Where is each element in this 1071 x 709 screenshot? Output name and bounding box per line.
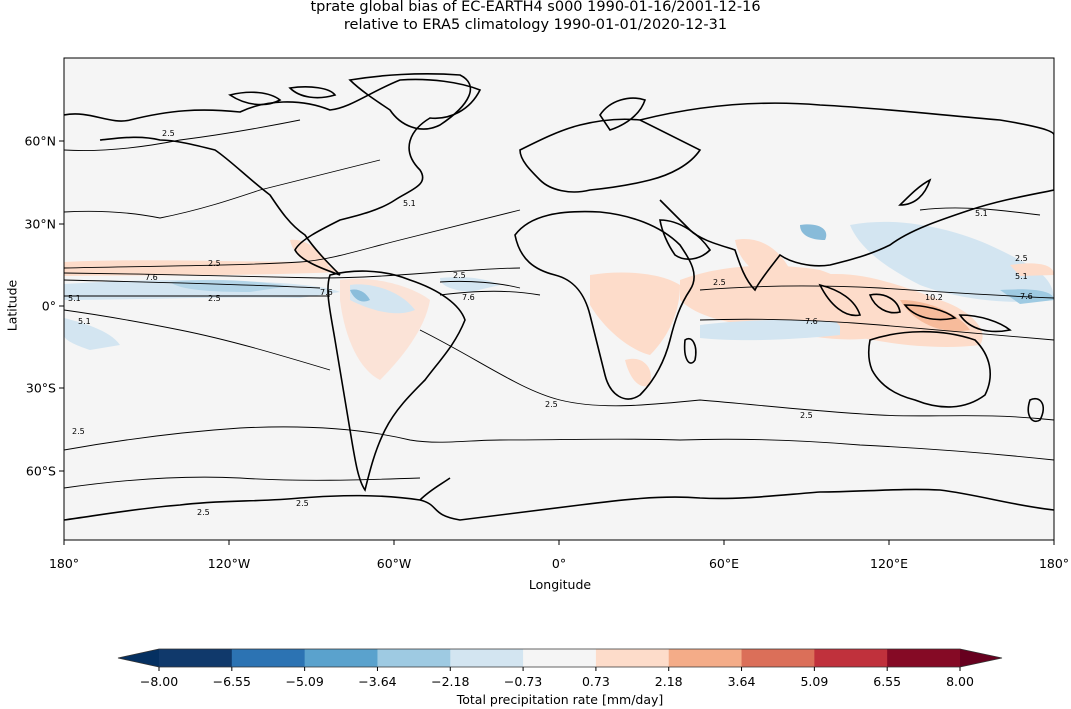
colorbar-segment [377,649,451,667]
colorbar-segment [595,649,670,667]
axis-ticks [59,140,1055,545]
contour-label: 2.5 [208,259,221,268]
contour-label: 5.1 [68,294,81,303]
colorbar-tick-label: −2.18 [431,674,470,689]
colorbar-segment [304,649,378,667]
colorbar-tick-label: −6.55 [212,674,251,689]
contour-label: 2.5 [545,400,558,409]
contour-label: 7.6 [145,273,158,282]
x-tick-label: 0° [551,556,567,571]
colorbar-segment [814,649,888,667]
y-tick-label: 30°S [25,380,56,396]
contour-label: 10.2 [925,293,943,302]
contour-label: 2.5 [197,508,210,517]
contour-label: 5.1 [975,209,988,218]
x-tick-label: 60°W [376,556,412,571]
colorbar-tick-label: −5.09 [285,674,324,689]
x-tick-label: 60°E [708,556,740,571]
colorbar-segment [450,649,524,667]
contour-label: 2.5 [713,278,726,287]
contour-label-group: 2.5 7.6 5.1 2.5 5.1 7.6 2.5 7.6 5.1 2.5 … [68,129,1033,517]
colorbar-segment [887,649,961,667]
y-tick-label: 60°N [24,133,56,149]
colorbar-tick-label: −8.00 [139,674,179,689]
chart-title-line1: tprate global bias of EC-EARTH4 s000 199… [310,0,761,15]
contour-label: 5.1 [403,199,416,208]
colorbar-label: Total precipitation rate [mm/day] [456,692,664,707]
contour-label: 2.5 [296,499,309,508]
x-tick-label: 120°E [869,556,909,571]
y-tick-label: 60°S [25,463,56,479]
colorbar-tick-label: 5.09 [800,674,829,689]
colorbar-segment [741,649,815,667]
bias-field [64,221,1054,387]
x-tick-label: 180° [48,556,80,571]
colorbar-tick-label: −0.73 [503,674,543,689]
colorbar-tick-label: 2.18 [654,674,683,689]
colorbar-tick-label: −3.64 [358,674,397,689]
contour-label: 2.5 [208,294,221,303]
contour-label: 2.5 [72,427,85,436]
contour-label: 2.5 [453,271,466,280]
chart-title-line2: relative to ERA5 climatology 1990-01-01/… [343,17,728,33]
colorbar-segment [159,649,233,667]
y-tick-label: 0° [41,298,56,314]
contour-label: 2.5 [1015,254,1028,263]
contour-label: 7.6 [462,293,475,302]
x-axis-label: Longitude [528,577,592,592]
x-tick-label: 180° [1038,556,1070,571]
colorbar-segment [523,649,597,667]
contour-label: 7.6 [805,317,818,326]
y-tick-label: 30°N [24,216,56,232]
contour-label: 2.5 [162,129,175,138]
contour-label: 5.1 [78,317,91,326]
coastlines [64,73,1054,521]
contour-label: 7.6 [320,288,333,297]
colorbar-under-arrow [118,649,159,667]
colorbar-segment [668,649,743,667]
climatology-contours [64,119,1054,489]
x-tick-label: 120°W [207,556,251,571]
colorbar-segments [159,649,961,667]
colorbar-segment [231,649,306,667]
contour-label: 5.1 [1015,272,1028,281]
colorbar-tick-label: 0.73 [581,674,610,689]
colorbar-tick-label: 6.55 [873,674,902,689]
colorbar-over-arrow [960,649,1002,667]
colorbar-tick-label: 8.00 [946,674,974,689]
contour-label: 7.6 [1020,292,1033,301]
contour-label: 2.5 [800,411,813,420]
colorbar-tick-label: 3.64 [727,674,756,689]
